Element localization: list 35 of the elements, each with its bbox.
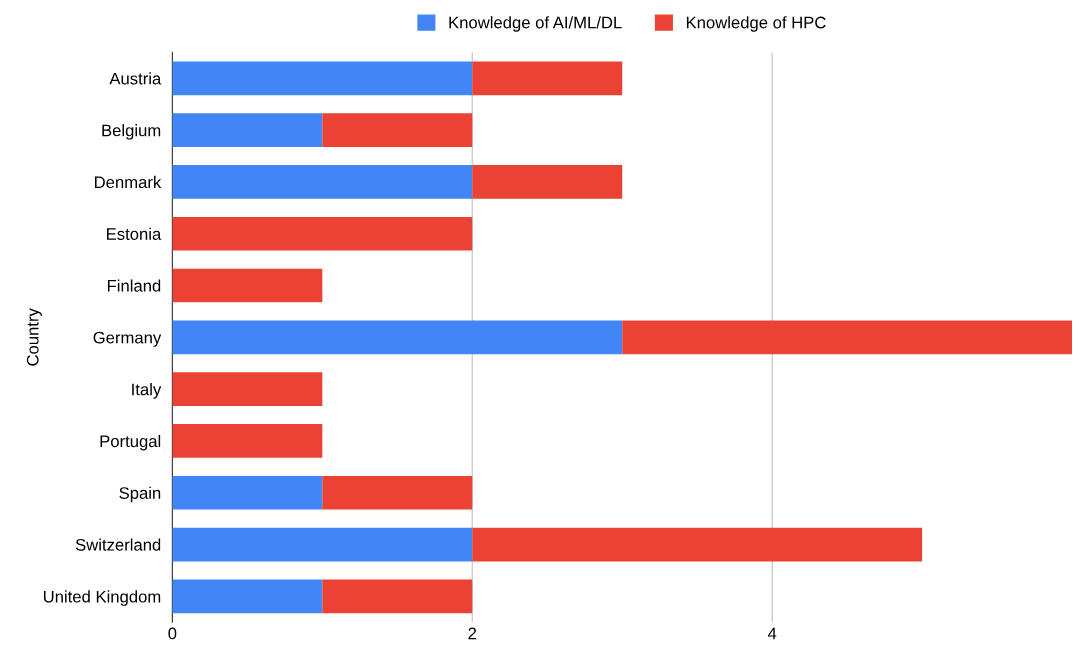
bar xyxy=(172,61,473,96)
bar xyxy=(172,216,473,251)
legend-label: Knowledge of AI/ML/DL xyxy=(449,16,622,32)
bar xyxy=(172,579,323,614)
bar xyxy=(172,424,323,458)
bar xyxy=(172,268,323,303)
bar xyxy=(172,372,323,406)
bar xyxy=(172,527,473,562)
y-tick-label: United Kingdom xyxy=(43,590,161,606)
bar xyxy=(172,165,473,199)
bar xyxy=(472,61,623,96)
x-tick-label: 0 xyxy=(168,627,177,640)
bar xyxy=(322,113,473,147)
y-tick-label: Austria xyxy=(109,72,162,85)
y-tick-label: Germany xyxy=(93,331,162,347)
x-tick-label: 2 xyxy=(468,627,477,640)
bar xyxy=(172,320,623,355)
y-tick-label: Italy xyxy=(132,383,162,399)
bar xyxy=(472,165,623,199)
legend-label: Knowledge of HPC xyxy=(686,16,826,32)
bar xyxy=(172,475,323,510)
y-tick-label: Estonia xyxy=(107,227,162,240)
y-tick-label: Switzerland xyxy=(75,538,161,551)
y-tick-label: Finland xyxy=(107,279,161,292)
bar xyxy=(622,320,1073,355)
y-tick-label: Spain xyxy=(119,486,161,503)
y-axis-title: Country xyxy=(26,308,42,366)
bar xyxy=(172,113,323,147)
bar xyxy=(472,527,923,562)
y-tick-label: Portugal xyxy=(100,434,161,451)
bar xyxy=(322,579,473,614)
bar xyxy=(322,475,473,510)
y-tick-label: Denmark xyxy=(95,175,162,189)
y-tick-label: Belgium xyxy=(102,124,161,140)
x-tick-label: 4 xyxy=(767,627,777,640)
